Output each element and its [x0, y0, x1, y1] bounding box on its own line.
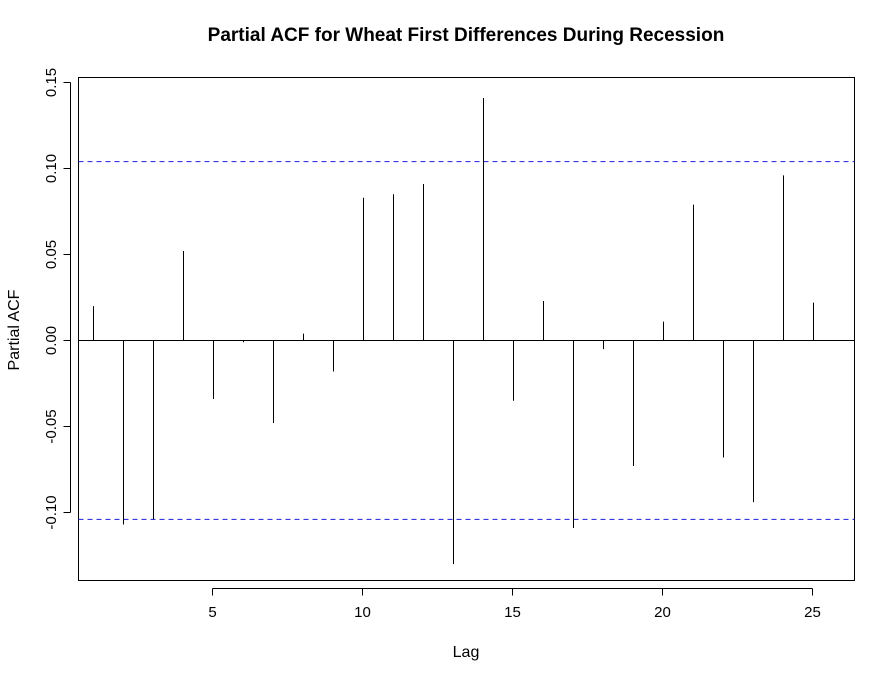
y-tick-label: 0.00	[43, 326, 60, 355]
chart-title: Partial ACF for Wheat First Differences …	[208, 25, 725, 46]
y-tick-label: 0.15	[43, 68, 60, 97]
x-tick-label: 5	[208, 604, 216, 621]
y-tick-label: -0.05	[43, 409, 60, 443]
y-axis: -0.10 -0.05 0.00 0.05 0.10 0.15	[43, 68, 71, 530]
plot-area	[78, 97, 855, 565]
x-tick-label: 25	[804, 604, 821, 621]
x-tick-label: 10	[354, 604, 371, 621]
x-axis-label: Lag	[453, 644, 480, 661]
y-tick-label: 0.10	[43, 154, 60, 183]
x-tick-label: 15	[504, 604, 521, 621]
y-tick-label: 0.05	[43, 240, 60, 269]
y-axis-label: Partial ACF	[6, 289, 23, 370]
x-tick-label: 20	[654, 604, 671, 621]
x-axis: 5 10 15 20 25	[208, 588, 821, 621]
plot-frame	[78, 77, 855, 581]
y-tick-label: -0.10	[43, 495, 60, 529]
